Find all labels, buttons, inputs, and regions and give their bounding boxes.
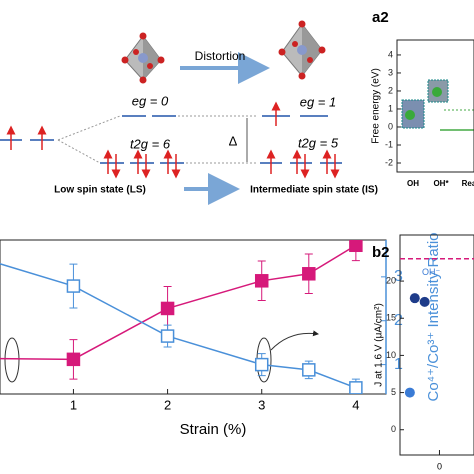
- x-tick-label: OH*: [433, 179, 449, 188]
- annotation: OH⁻: [422, 267, 441, 277]
- y-axis-label: J at 1.6 V (μA/cm²): [374, 303, 385, 387]
- a2-decor: [401, 79, 474, 131]
- y-tick-label: 3: [388, 67, 393, 77]
- y-tick-label: 1: [388, 103, 393, 113]
- panel-label: b2: [372, 244, 390, 261]
- y-tick-label: 3: [394, 268, 403, 285]
- x-tick-label: 3: [258, 397, 265, 412]
- y-tick-label: 4: [388, 49, 393, 59]
- x-tick-label: 1: [70, 397, 77, 412]
- marker: [66, 352, 81, 367]
- marker: [302, 363, 316, 377]
- marker: [66, 279, 81, 293]
- y-tick-label: -2: [385, 157, 393, 167]
- y-tick-label: 20: [386, 275, 396, 285]
- label: t2g = 5: [298, 135, 339, 150]
- series-line: [0, 263, 357, 389]
- x-tick-label: Rea: [462, 179, 474, 188]
- plot-frame: [399, 234, 474, 456]
- label: Distortion: [195, 49, 246, 63]
- series-group: [404, 293, 430, 398]
- marker: [160, 329, 175, 343]
- x-tick-label: 4: [352, 397, 359, 412]
- annotation-ellipses: [4, 330, 319, 383]
- marker: [302, 267, 316, 281]
- y-tick-label: 2: [394, 312, 403, 329]
- octahedron-left: [121, 32, 165, 84]
- y-tick-label: 0: [391, 424, 396, 434]
- x-tick-label: OH: [407, 179, 419, 188]
- marker: [160, 301, 175, 316]
- label: eg = 0: [132, 93, 169, 108]
- label: Intermediate spin state (IS): [250, 185, 378, 196]
- y-tick-label: -1: [385, 139, 393, 149]
- x-tick-label: 2: [164, 397, 171, 412]
- y-tick-label: 1: [394, 356, 403, 373]
- label: Δ: [229, 133, 238, 148]
- label: eg = 1: [300, 94, 337, 109]
- x-axis-label: Strain (%): [180, 421, 247, 438]
- x-tick-label: 0: [437, 461, 442, 471]
- y-axis-label: Free energy (eV): [371, 68, 382, 144]
- label: Low spin state (LS): [54, 185, 146, 196]
- point: [409, 293, 420, 304]
- marker: [349, 381, 363, 394]
- plot-frame: [396, 39, 474, 173]
- y-axis-label: Co⁴⁺/Co³⁺ Intensity Ratio: [425, 232, 442, 401]
- marker: [349, 240, 363, 253]
- series-line: [0, 244, 357, 361]
- y-tick-label: 10: [386, 350, 396, 360]
- point: [404, 387, 415, 398]
- y-tick-label: 0: [388, 121, 393, 131]
- marker: [254, 274, 269, 288]
- y-tick-label: 15: [386, 313, 396, 323]
- y-tick-label: 2: [388, 85, 393, 95]
- point: [419, 296, 430, 307]
- strain-chart: 1 2 3 Co⁴⁺/Co³⁺ Intensity Ratio 1 2 3 4 Strain (…: [0, 232, 442, 438]
- label: t2g = 6: [130, 136, 171, 151]
- y-tick-label: 5: [391, 387, 396, 397]
- series-group: [0, 240, 363, 394]
- octahedron-right: [278, 20, 326, 80]
- panel-label: a2: [372, 9, 389, 26]
- plot-frame: [0, 239, 387, 395]
- b2-chart: b2 0 5 10 15 20 J at 1.6 V (μA/cm²) 0 OH⁻: [372, 234, 474, 471]
- diagram: Distortion eg = 0 t2g = 6 Δ eg = 1 t2g =…: [0, 20, 378, 205]
- marker: [254, 357, 269, 372]
- a2-axes: a2 -2 -1 0 1 2 3 4 Free energy (eV) OH OH* Rea: [371, 9, 474, 188]
